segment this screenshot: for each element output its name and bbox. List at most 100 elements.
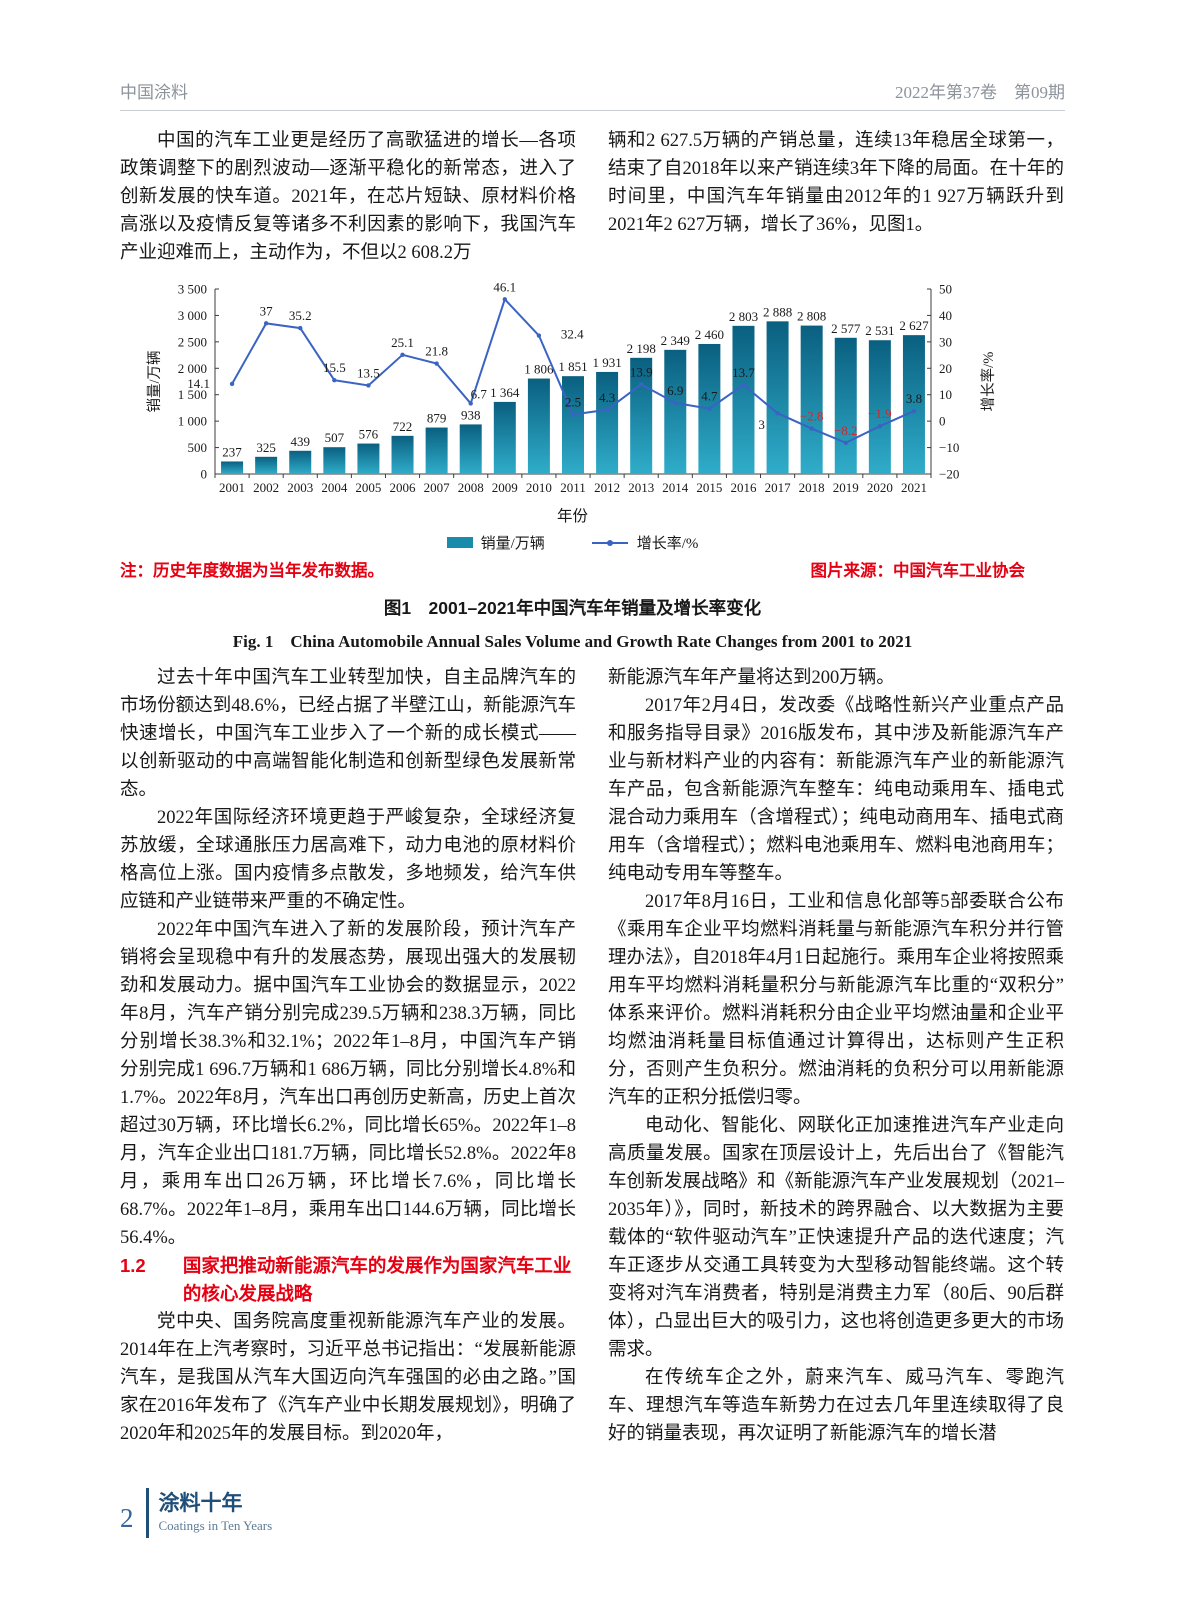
figure-notes: 注：历史年度数据为当年发布数据。 图片来源：中国汽车工业协会 xyxy=(120,557,1025,581)
figure-caption: 图1 2001–2021年中国汽车年销量及增长率变化 Fig. 1 China … xyxy=(120,595,1025,652)
svg-text:6.7: 6.7 xyxy=(470,386,487,401)
paragraph: 电动化、智能化、网联化正加速推进汽车产业走向高质量发展。国家在顶层设计上，先后出… xyxy=(608,1116,1064,1360)
footer-divider xyxy=(145,1488,149,1538)
legend-item-sales: 销量/万辆 xyxy=(446,532,545,553)
svg-text:50: 50 xyxy=(939,282,952,297)
paragraph: 2017年8月16日，工业和信息化部等5部委联合公布《乘用车企业平均燃料消耗量与… xyxy=(608,892,1064,1108)
page-number: 2 xyxy=(120,1502,134,1533)
svg-text:3.8: 3.8 xyxy=(905,391,921,406)
svg-text:2009: 2009 xyxy=(491,480,517,495)
svg-text:2003: 2003 xyxy=(287,480,313,495)
paragraph: 2022年中国汽车进入了新的发展阶段，预计汽车产销将会呈现稳中有升的发展态势，展… xyxy=(120,920,576,1248)
svg-text:15.5: 15.5 xyxy=(322,360,345,375)
svg-text:10: 10 xyxy=(939,387,952,402)
svg-text:−1.9: −1.9 xyxy=(868,406,892,421)
svg-text:2020: 2020 xyxy=(866,480,892,495)
paragraph: 2017年2月4日，发改委《战略性新兴产业重点产品和服务指导目录》2016版发布… xyxy=(608,696,1064,884)
svg-text:销量/万辆: 销量/万辆 xyxy=(146,350,163,412)
svg-text:4.7: 4.7 xyxy=(701,389,718,404)
svg-text:−2.8: −2.8 xyxy=(799,409,823,424)
image-source-note: 图片来源：中国汽车工业协会 xyxy=(810,561,1026,580)
svg-text:37: 37 xyxy=(259,303,273,318)
svg-text:2014: 2014 xyxy=(662,480,689,495)
svg-text:3: 3 xyxy=(758,417,765,432)
legend-label: 增长率/% xyxy=(636,536,699,552)
svg-text:2002: 2002 xyxy=(253,480,279,495)
top-left-column: 中国的汽车工业更是经历了高歌猛进的增长—各项政策调整下的剧烈波动—逐渐平稳化的新… xyxy=(120,127,576,267)
svg-text:2017: 2017 xyxy=(764,480,791,495)
svg-text:−20: −20 xyxy=(939,467,959,482)
svg-text:325: 325 xyxy=(256,440,276,455)
svg-text:2 531: 2 531 xyxy=(865,323,894,338)
svg-text:2001: 2001 xyxy=(219,480,245,495)
svg-text:1 851: 1 851 xyxy=(558,359,587,374)
svg-text:2019: 2019 xyxy=(832,480,858,495)
issue-info: 2022年第37卷 第09期 xyxy=(895,83,1065,102)
svg-text:1 364: 1 364 xyxy=(490,385,520,400)
svg-text:13.7: 13.7 xyxy=(732,365,755,380)
svg-text:2004: 2004 xyxy=(321,480,348,495)
svg-text:13.9: 13.9 xyxy=(629,364,652,379)
svg-text:237: 237 xyxy=(222,444,242,459)
svg-text:2 803: 2 803 xyxy=(728,309,757,324)
svg-text:2006: 2006 xyxy=(389,480,416,495)
paragraph: 2022年国际经济环境更趋于严峻复杂，全球经济复苏放缓，全球通胀压力居高难下，动… xyxy=(120,808,576,912)
svg-text:21.8: 21.8 xyxy=(425,344,448,359)
svg-text:2016: 2016 xyxy=(730,480,757,495)
legend-label: 销量/万辆 xyxy=(480,536,545,552)
svg-text:0: 0 xyxy=(200,467,207,482)
chart-xaxis-title: 年份 xyxy=(556,508,588,525)
svg-text:500: 500 xyxy=(187,440,207,455)
svg-text:2 000: 2 000 xyxy=(177,361,206,376)
svg-text:35.2: 35.2 xyxy=(288,308,311,323)
top-columns: 中国的汽车工业更是经历了高歌猛进的增长—各项政策调整下的剧烈波动—逐渐平稳化的新… xyxy=(120,127,1065,267)
section-number: 1.2 xyxy=(120,1255,146,1276)
svg-text:0: 0 xyxy=(939,414,946,429)
section-title: 国家把推动新能源汽车的发展作为国家汽车工业的核心发展战略 xyxy=(182,1255,572,1304)
paragraph: 辆和2 627.5万辆的产销总量，连续13年稳居全球第一，结束了自2018年以来… xyxy=(608,131,1064,235)
svg-text:2 500: 2 500 xyxy=(177,334,206,349)
svg-text:−8.2: −8.2 xyxy=(833,423,857,438)
brand-zh: 涂料十年 xyxy=(158,1492,243,1515)
svg-text:3 500: 3 500 xyxy=(177,282,206,297)
paragraph: 在传统车企之外，蔚来汽车、威马汽车、零跑汽车、理想汽车等造车新势力在过去几年里连… xyxy=(608,1368,1064,1444)
svg-text:2 888: 2 888 xyxy=(762,304,791,319)
svg-text:439: 439 xyxy=(290,434,310,449)
page-footer: 2 涂料十年 Coatings in Ten Years xyxy=(120,1488,272,1538)
paragraph: 过去十年中国汽车工业转型加快，自主品牌汽车的市场份额达到48.6%，已经占据了半… xyxy=(120,668,576,800)
section-heading-1-2: 1.2 国家把推动新能源汽车的发展作为国家汽车工业的核心发展战略 xyxy=(120,1252,576,1308)
svg-text:2.5: 2.5 xyxy=(564,395,580,410)
svg-text:30: 30 xyxy=(939,334,952,349)
svg-text:722: 722 xyxy=(392,419,412,434)
legend-item-growth: 增长率/% xyxy=(591,532,699,553)
svg-text:46.1: 46.1 xyxy=(493,279,516,294)
sales-growth-chart: 0 500 1 000 1 500 2 000 2 500 3 000 3 500 −20 −10… xyxy=(143,277,1003,504)
svg-text:13.5: 13.5 xyxy=(357,365,380,380)
caption-zh: 图1 2001–2021年中国汽车年销量及增长率变化 xyxy=(383,598,762,618)
svg-text:2 808: 2 808 xyxy=(797,309,826,324)
svg-text:2005: 2005 xyxy=(355,480,381,495)
svg-text:2012: 2012 xyxy=(594,480,620,495)
svg-text:−10: −10 xyxy=(939,440,959,455)
svg-text:879: 879 xyxy=(426,411,446,426)
figure-1: 0 500 1 000 1 500 2 000 2 500 3 000 3 500 −20 −10… xyxy=(120,277,1025,652)
svg-text:576: 576 xyxy=(358,427,378,442)
line-marker-icon xyxy=(591,539,628,546)
page-header: 中国涂料 2022年第37卷 第09期 xyxy=(120,78,1065,111)
svg-text:2015: 2015 xyxy=(696,480,722,495)
svg-text:2 198: 2 198 xyxy=(626,341,655,356)
svg-text:1 806: 1 806 xyxy=(524,362,554,377)
bottom-right-column: 新能源汽车年产量将达到200万辆。 2017年2月4日，发改委《战略性新兴产业重… xyxy=(608,664,1064,1448)
svg-text:1 931: 1 931 xyxy=(592,355,621,370)
svg-text:938: 938 xyxy=(460,407,480,422)
svg-text:32.4: 32.4 xyxy=(560,327,583,342)
caption-en: Fig. 1 China Automobile Annual Sales Vol… xyxy=(232,632,913,651)
svg-text:1 000: 1 000 xyxy=(177,414,206,429)
growth-line: 14.1 37 35.2 15.5 13.5 25.1 21.8 6.7 46.1 32.4 2.5… xyxy=(187,279,922,446)
svg-text:2 577: 2 577 xyxy=(831,321,861,336)
svg-text:507: 507 xyxy=(324,430,344,445)
paragraph: 中国的汽车工业更是经历了高歌猛进的增长—各项政策调整下的剧烈波动—逐渐平稳化的新… xyxy=(120,131,576,263)
svg-text:2021: 2021 xyxy=(900,480,926,495)
bottom-left-column: 过去十年中国汽车工业转型加快，自主品牌汽车的市场份额达到48.6%，已经占据了半… xyxy=(120,664,576,1448)
